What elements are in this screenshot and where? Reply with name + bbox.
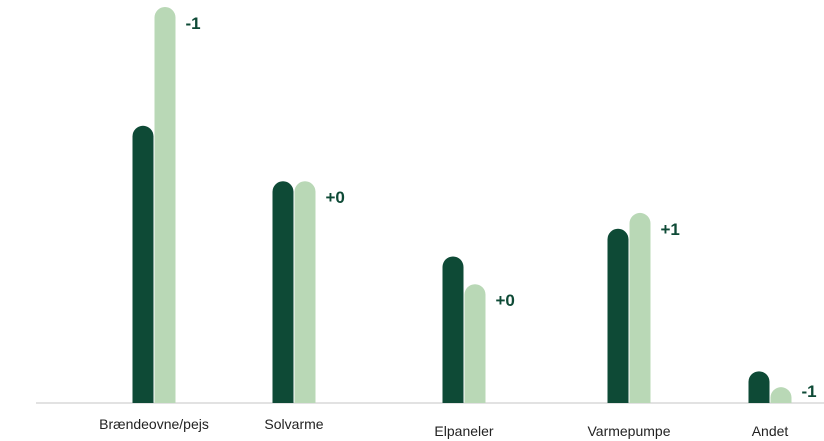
category-label: Andet bbox=[752, 423, 789, 439]
change-label: -1 bbox=[186, 14, 201, 33]
change-label: +0 bbox=[496, 291, 515, 310]
category-label: Solvarme bbox=[264, 416, 323, 432]
bars-group bbox=[132, 7, 792, 404]
category-label: Varmepumpe bbox=[587, 423, 670, 439]
labels-group: Brændeovne/pejs -1 Solvarme +0 Elpaneler +0 Va… bbox=[99, 14, 817, 439]
category-label: Elpaneler bbox=[434, 423, 493, 439]
change-label: +0 bbox=[326, 188, 345, 207]
bar-light-0 bbox=[154, 7, 176, 404]
bar-dark-4 bbox=[748, 371, 770, 403]
bar-dark-3 bbox=[607, 228, 629, 403]
category-label: Brændeovne/pejs bbox=[99, 416, 209, 432]
bar-light-1 bbox=[294, 181, 316, 403]
bar-light-4 bbox=[770, 387, 792, 403]
change-label: -1 bbox=[802, 382, 817, 401]
bar-light-2 bbox=[464, 284, 486, 403]
bar-light-3 bbox=[629, 212, 651, 403]
bar-dark-2 bbox=[442, 256, 464, 403]
change-label: +1 bbox=[661, 220, 680, 239]
bar-dark-0 bbox=[132, 125, 154, 403]
bar-dark-1 bbox=[272, 181, 294, 403]
